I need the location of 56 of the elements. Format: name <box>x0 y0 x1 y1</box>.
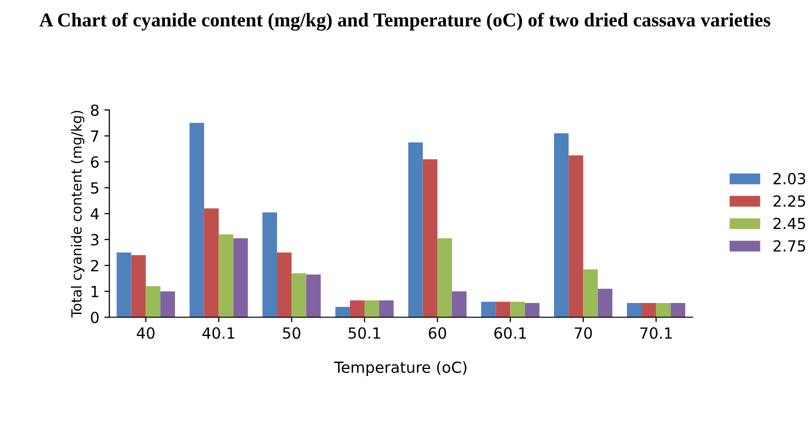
x-tick-label: 40 <box>136 327 155 339</box>
bar <box>437 238 452 318</box>
bar <box>598 288 612 318</box>
bar <box>292 273 306 318</box>
legend-label: 2.45 <box>774 218 806 230</box>
legend-label: 2.03 <box>774 172 806 184</box>
bar <box>642 303 656 318</box>
bar <box>583 269 598 318</box>
bar <box>656 303 671 318</box>
x-tick-label: 40.1 <box>202 327 234 339</box>
bar <box>481 302 496 318</box>
bar <box>496 302 510 318</box>
bar <box>452 291 467 318</box>
y-tick-label: 2 <box>91 260 98 272</box>
y-tick-label: 3 <box>91 234 98 246</box>
bar <box>190 122 204 318</box>
bar <box>262 212 278 318</box>
chart-title: A Chart of cyanide content (mg/kg) and Temperature (oC) of two dried cassava varieties <box>39 12 770 31</box>
bar <box>554 133 569 318</box>
y-tick-label: 1 <box>92 286 98 298</box>
bar <box>568 155 584 318</box>
x-tick-label: 70.1 <box>640 327 672 339</box>
y-tick-label: 5 <box>91 182 98 194</box>
y-tick-label: 4 <box>90 208 99 220</box>
legend-label: 2.75 <box>774 240 806 252</box>
bar <box>335 306 350 318</box>
bar <box>146 286 160 318</box>
bar <box>670 303 686 318</box>
x-tick-label: 60 <box>428 327 446 339</box>
bar <box>233 238 248 318</box>
bar <box>626 303 642 318</box>
legend-label: 2.25 <box>774 195 806 207</box>
bar <box>277 252 292 318</box>
x-tick-label: 70 <box>574 327 592 339</box>
bar <box>510 302 525 318</box>
y-tick-label: 0 <box>90 312 99 324</box>
y-tick-label: 6 <box>90 156 99 168</box>
bar <box>116 252 132 318</box>
bar <box>306 274 321 318</box>
bar <box>379 300 394 318</box>
bar <box>422 159 438 318</box>
bar <box>204 208 219 318</box>
y-tick-label: 8 <box>90 104 99 116</box>
x-tick-label: 50 <box>283 327 300 339</box>
x-tick-label: 50.1 <box>348 327 380 339</box>
bar <box>131 255 146 318</box>
y-axis-title: Total cyanide content (mg/kg) <box>70 110 84 318</box>
bar <box>524 303 540 318</box>
x-tick-label: 60.1 <box>494 327 526 339</box>
bar <box>408 142 423 318</box>
y-tick-label: 7 <box>91 130 98 142</box>
x-axis-title: Temperature (oC) <box>334 361 466 376</box>
bar <box>364 300 380 318</box>
bar <box>350 300 364 318</box>
bar <box>160 291 175 318</box>
bar <box>218 234 234 318</box>
